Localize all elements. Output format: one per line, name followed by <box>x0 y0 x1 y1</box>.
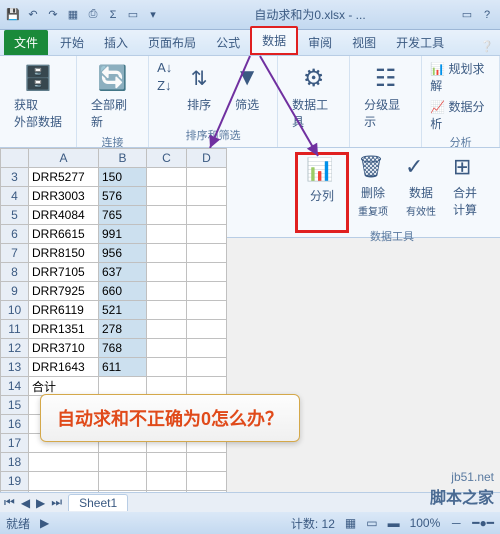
qat-icon[interactable]: Σ <box>104 6 122 24</box>
btn-label: 分级显示 <box>364 96 407 130</box>
data-analysis-button[interactable]: 📈 数据分析 <box>430 98 491 132</box>
ribbon-help-icon[interactable]: ❔ <box>478 37 496 55</box>
redo-icon[interactable]: ↷ <box>44 6 62 24</box>
tab-view[interactable]: 视图 <box>342 30 386 55</box>
ribbon-group-external: 🗄️ 获取 外部数据 <box>0 56 77 147</box>
nav-next-icon[interactable]: ▶ <box>36 496 45 510</box>
sheet-tab[interactable]: Sheet1 <box>68 494 128 511</box>
filter-icon: ▼ <box>231 62 263 94</box>
ribbon-group-analysis: 📊 规划求解 📈 数据分析 分析 <box>422 56 500 147</box>
data-tools-button[interactable]: ⚙ 数据工具 <box>286 60 341 132</box>
tab-insert[interactable]: 插入 <box>94 30 138 55</box>
qat-icon[interactable]: ⎙ <box>84 6 102 24</box>
tab-home[interactable]: 开始 <box>50 30 94 55</box>
btn-label: 数据工具 <box>292 96 335 130</box>
filter-button[interactable]: ▼ 筛选 <box>225 60 269 115</box>
view-break-icon[interactable]: ▬ <box>388 516 400 530</box>
data-tool-button[interactable]: ✓数据有效性 <box>397 152 445 233</box>
qat-more-icon[interactable]: ▾ <box>144 6 162 24</box>
outline-button[interactable]: ☷ 分级显示 <box>358 60 413 132</box>
ribbon: 🗄️ 获取 外部数据 🔄 全部刷新 连接 A↓ Z↓ ⇅ 排序 ▼ 筛选 排序和… <box>0 56 500 148</box>
tab-formula[interactable]: 公式 <box>206 30 250 55</box>
ribbon-group-sort: A↓ Z↓ ⇅ 排序 ▼ 筛选 排序和筛选 <box>149 56 278 147</box>
nav-first-icon[interactable]: ⏮ <box>4 495 15 510</box>
tab-dev[interactable]: 开发工具 <box>386 30 454 55</box>
solver-button[interactable]: 📊 规划求解 <box>430 60 491 94</box>
quick-access-toolbar: 💾 ↶ ↷ ▦ ⎙ Σ ▭ ▾ <box>4 6 162 24</box>
group-label: 数据工具 <box>370 228 414 244</box>
status-ready: 就绪 <box>6 515 30 532</box>
status-macro-icon[interactable]: ▶ <box>40 516 49 530</box>
nav-last-icon[interactable]: ⏭ <box>51 495 62 510</box>
ribbon-group-outline: ☷ 分级显示 <box>350 56 422 147</box>
tab-data[interactable]: 数据 <box>250 26 298 55</box>
watermark-url: jb51.net <box>430 470 494 484</box>
group-label: 排序和筛选 <box>186 127 241 143</box>
window-title: 自动求和为0.xlsx - ... <box>162 6 458 23</box>
tool-icon: ⊞ <box>453 154 485 182</box>
data-tool-button[interactable]: 🗑删除重复项 <box>349 152 397 233</box>
refresh-icon: 🔄 <box>97 62 129 94</box>
grid[interactable]: ABCD3DRR52771504DRR30035765DRR40847656DR… <box>0 148 227 529</box>
data-tool-button[interactable]: 📊分列 <box>295 152 349 233</box>
help-icon[interactable]: ? <box>478 6 496 24</box>
zoom-slider[interactable]: ━●━ <box>472 516 494 530</box>
tools-icon: ⚙ <box>298 62 330 94</box>
view-normal-icon[interactable]: ▦ <box>345 516 356 530</box>
outline-icon: ☷ <box>370 62 402 94</box>
tool-icon: ✓ <box>405 154 437 182</box>
qat-icon[interactable]: ▭ <box>124 6 142 24</box>
tab-layout[interactable]: 页面布局 <box>138 30 206 55</box>
btn-label: 排序 <box>187 96 211 113</box>
sort-asc-icon[interactable]: A↓ <box>157 60 173 76</box>
data-tool-button[interactable]: ❓模拟 <box>493 152 500 233</box>
qat-icon[interactable]: ▦ <box>64 6 82 24</box>
tab-review[interactable]: 审阅 <box>298 30 342 55</box>
status-bar: 就绪 ▶ 计数: 12 ▦ ▭ ▬ 100% － ━●━ <box>0 512 500 534</box>
undo-icon[interactable]: ↶ <box>24 6 42 24</box>
watermark: jb51.net 脚本之家 <box>430 470 494 508</box>
database-icon: 🗄️ <box>22 62 54 94</box>
btn-label: 获取 外部数据 <box>14 96 62 130</box>
refresh-all-button[interactable]: 🔄 全部刷新 <box>85 60 140 132</box>
zoom-level[interactable]: 100% <box>410 516 441 530</box>
worksheet: ABCD3DRR52771504DRR30035765DRR40847656DR… <box>0 148 227 529</box>
tool-icon: 📊 <box>306 157 338 185</box>
sheet-tab-bar: ⏮ ◀ ▶ ⏭ Sheet1 <box>0 492 500 512</box>
sort-icon: ⇅ <box>183 62 215 94</box>
nav-prev-icon[interactable]: ◀ <box>21 496 30 510</box>
ribbon-tabs: 文件 开始 插入 页面布局 公式 数据 审阅 视图 开发工具 ❔ <box>0 30 500 56</box>
btn-label: 筛选 <box>235 96 259 113</box>
window-controls: ▭ ? <box>458 6 496 24</box>
watermark-cn: 脚本之家 <box>430 484 494 508</box>
save-icon[interactable]: 💾 <box>4 6 22 24</box>
tab-file[interactable]: 文件 <box>4 30 48 55</box>
get-external-data-button[interactable]: 🗄️ 获取 外部数据 <box>8 60 68 132</box>
view-layout-icon[interactable]: ▭ <box>366 516 377 530</box>
tool-icon: 🗑 <box>357 154 389 182</box>
minimize-icon[interactable]: ▭ <box>458 6 476 24</box>
status-count: 计数: 12 <box>291 515 335 532</box>
btn-label: 全部刷新 <box>91 96 134 130</box>
data-tool-button[interactable]: ⊞合并计算 <box>445 152 493 233</box>
sort-button[interactable]: ⇅ 排序 <box>177 60 221 115</box>
group-label: 分析 <box>450 134 472 150</box>
ribbon-group-datatools: ⚙ 数据工具 <box>278 56 350 147</box>
callout-text: 自动求和不正确为0怎么办？ <box>40 394 300 442</box>
zoom-out-icon[interactable]: － <box>450 515 462 532</box>
sort-desc-icon[interactable]: Z↓ <box>157 78 173 94</box>
ribbon-group-connections: 🔄 全部刷新 连接 <box>77 56 149 147</box>
